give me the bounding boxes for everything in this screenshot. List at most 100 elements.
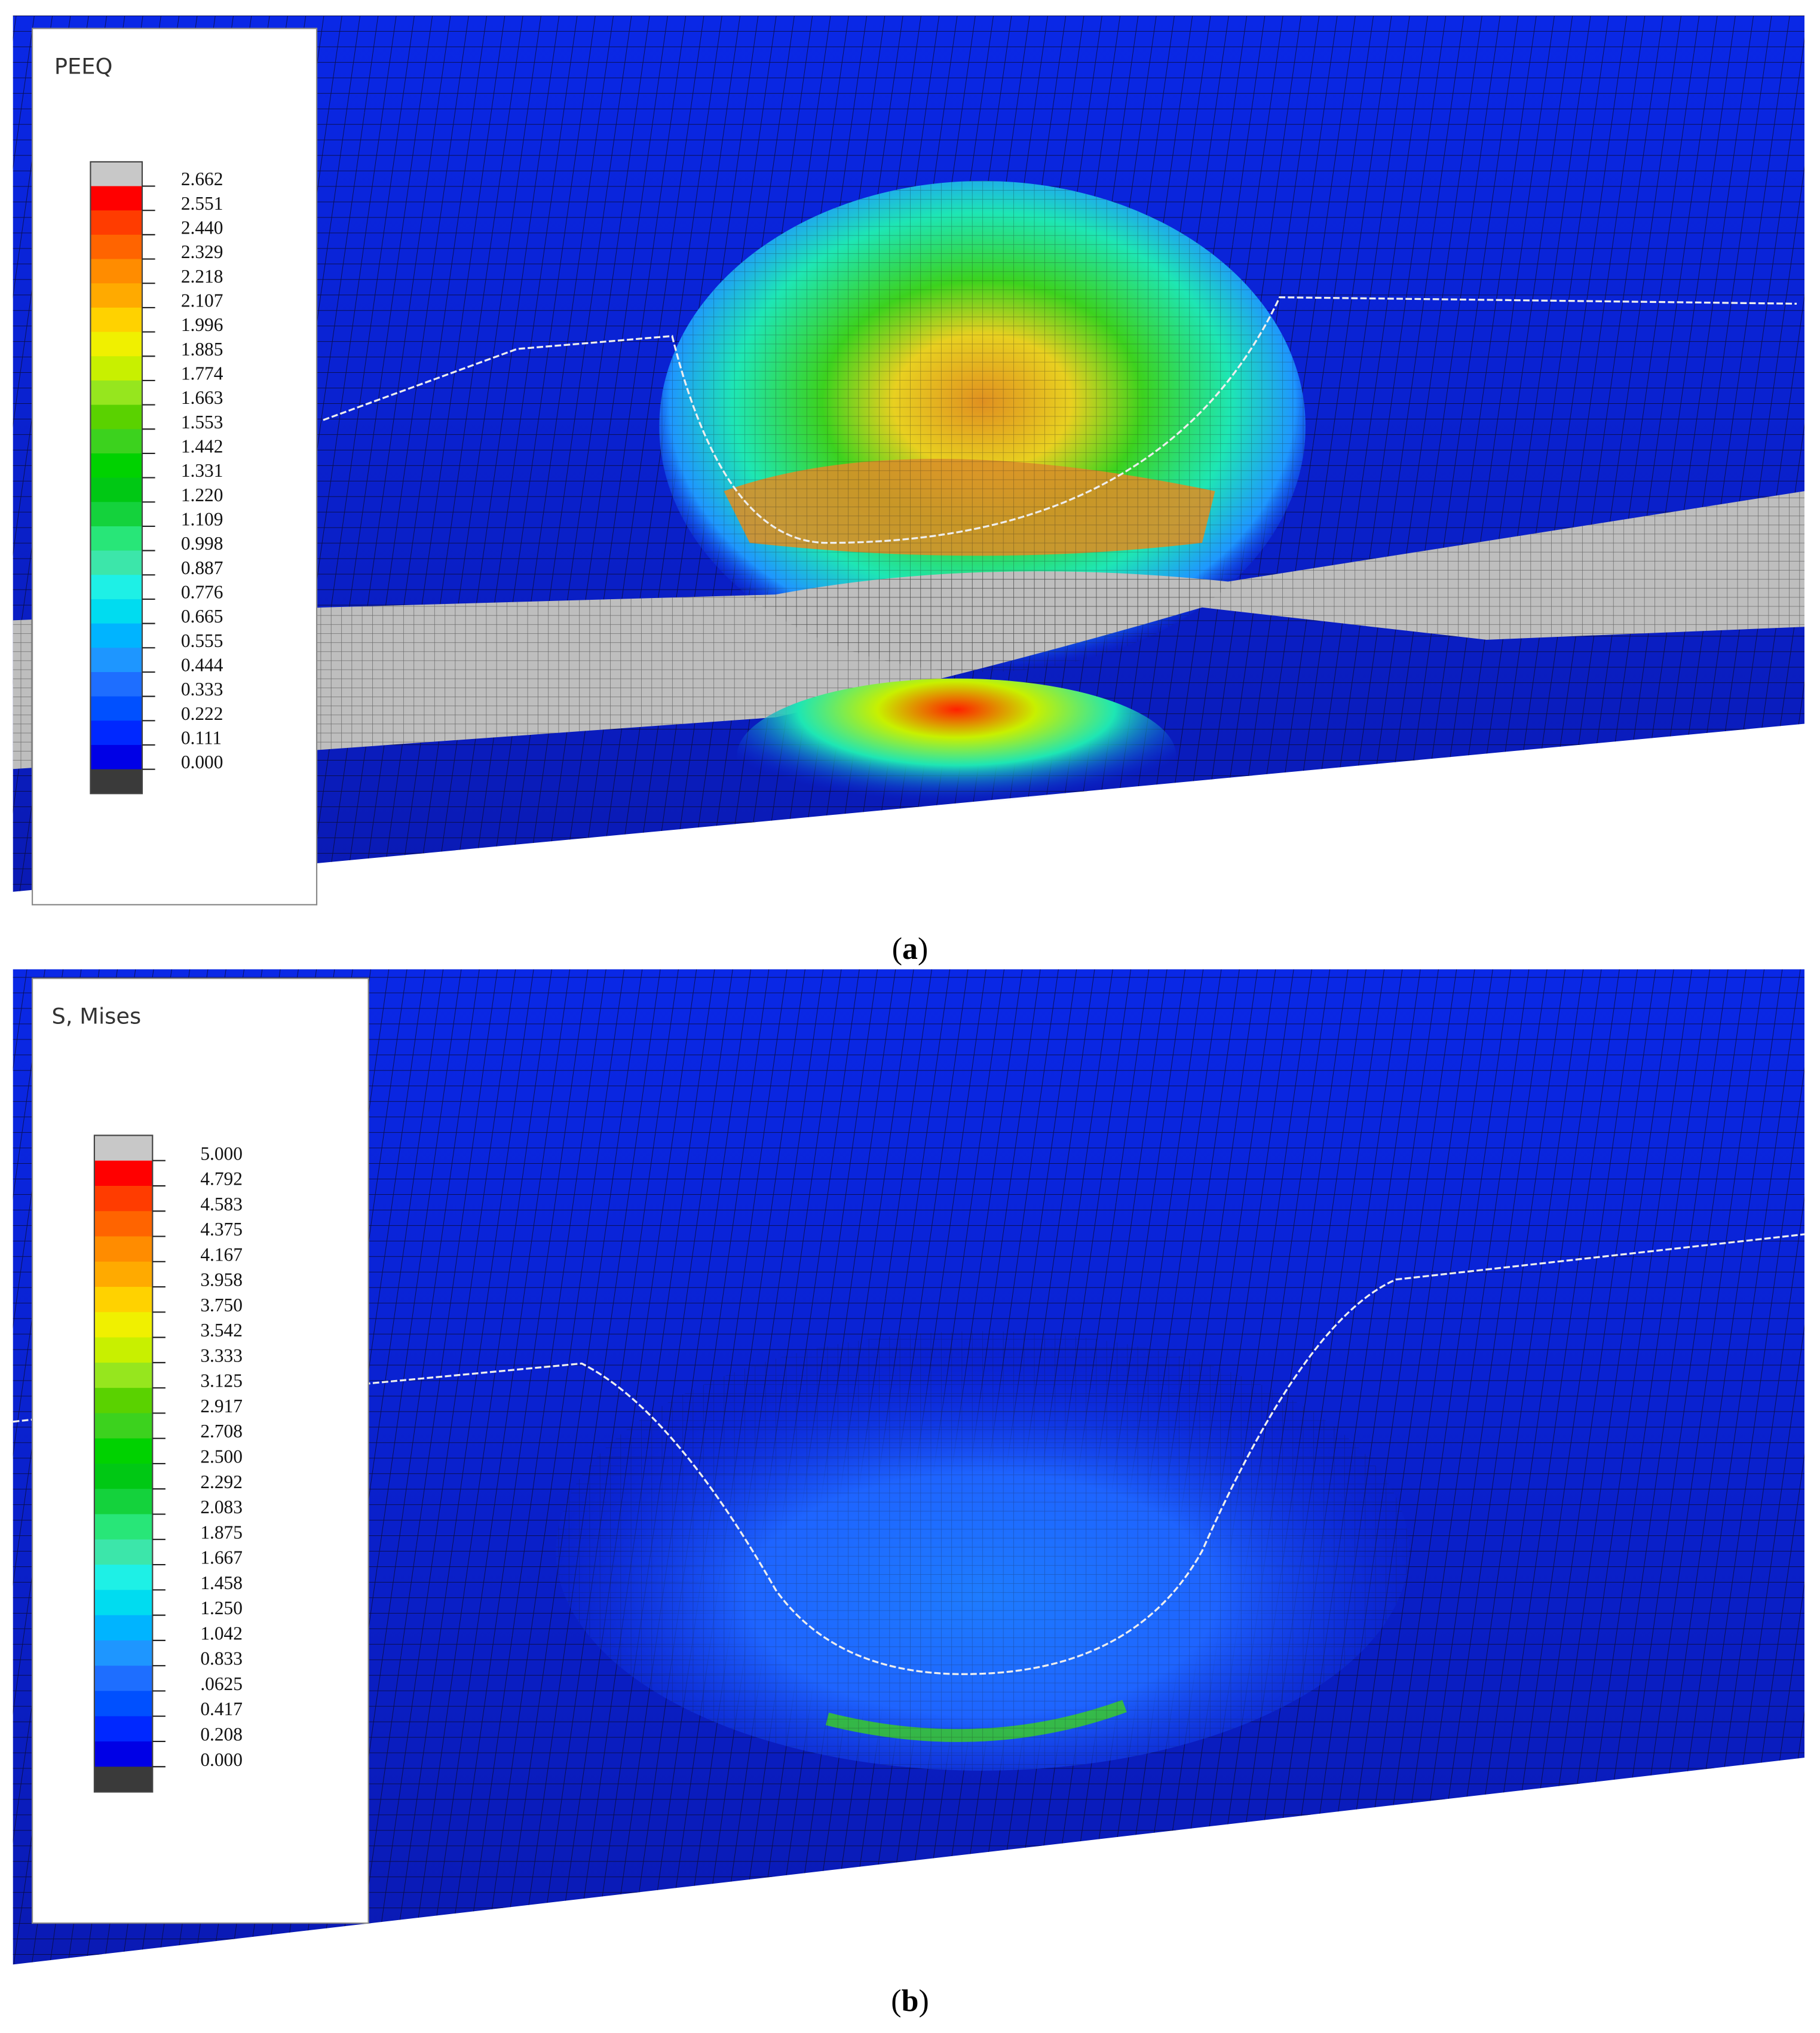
- legend-band: [90, 332, 142, 357]
- caption: (a): [892, 932, 929, 966]
- caption-part: a: [902, 932, 918, 966]
- legend-band: [90, 210, 142, 235]
- legend-band: [94, 1160, 153, 1186]
- legend-band: [94, 1236, 153, 1262]
- legend-band: [90, 550, 142, 575]
- legend-band: [90, 259, 142, 284]
- legend-band: [90, 623, 142, 648]
- legend-band: [90, 744, 142, 770]
- legend-band: [94, 1463, 153, 1489]
- legend-band: [90, 648, 142, 673]
- legend-band: [94, 1211, 153, 1237]
- legend-label: 2.551: [181, 193, 223, 214]
- legend-label: 1.774: [181, 363, 223, 384]
- legend-band: [90, 671, 142, 697]
- legend-band: [94, 1514, 153, 1540]
- legend-label: 2.440: [181, 217, 223, 238]
- legend-label: 1.885: [181, 339, 223, 360]
- caption-part: b: [902, 1984, 919, 2018]
- legend-label: 3.958: [200, 1270, 243, 1290]
- legend-title: S, Mises: [52, 1003, 142, 1029]
- legend-band: [94, 1362, 153, 1388]
- legend-band: [90, 186, 142, 211]
- caption-part: ): [918, 932, 928, 966]
- legend-label: 4.167: [200, 1244, 243, 1265]
- legend-label: 0.417: [200, 1698, 243, 1719]
- legend-label: 1.250: [200, 1597, 243, 1618]
- legend-label: 2.500: [200, 1446, 243, 1467]
- legend-band: [90, 161, 142, 186]
- legend-band: [94, 1767, 153, 1792]
- legend-label: 4.792: [200, 1169, 243, 1189]
- contour-plot-b: [13, 969, 1805, 1965]
- legend-band: [94, 1438, 153, 1464]
- legend-label: 1.667: [200, 1547, 243, 1568]
- legend-band: [94, 1489, 153, 1515]
- legend-label: 2.708: [200, 1421, 243, 1442]
- legend-band: [90, 769, 142, 794]
- legend-label: 2.917: [200, 1396, 243, 1416]
- legend-band: [94, 1615, 153, 1641]
- legend-label: 0.222: [181, 703, 223, 724]
- legend-band: [90, 720, 142, 746]
- legend-label: 2.329: [181, 241, 223, 262]
- legend-band: [90, 404, 142, 430]
- legend-box: [32, 27, 318, 906]
- legend-label: 2.218: [181, 266, 223, 287]
- caption-part: ): [918, 1984, 929, 2018]
- legend-band: [90, 477, 142, 502]
- legend-label: 3.750: [200, 1295, 243, 1316]
- legend-label: 1.458: [200, 1572, 243, 1593]
- caption-part: (: [892, 932, 902, 966]
- legend-band: [94, 1590, 153, 1616]
- legend-label: 2.107: [181, 290, 223, 311]
- legend-label: 3.542: [200, 1320, 243, 1341]
- legend-label: 0.111: [181, 728, 222, 749]
- contour-plot-a: [13, 15, 1805, 892]
- legend-band: [94, 1666, 153, 1692]
- legend-band: [94, 1312, 153, 1338]
- legend-band: [90, 599, 142, 624]
- legend-band: [90, 356, 142, 381]
- legend-label: 0.833: [200, 1648, 243, 1669]
- legend-band: [94, 1565, 153, 1590]
- legend-label: 1.442: [181, 436, 223, 456]
- legend-band: [94, 1716, 153, 1742]
- legend-title: PEEQ: [54, 53, 113, 79]
- legend-band: [94, 1185, 153, 1212]
- legend-band: [94, 1287, 153, 1313]
- legend-label: 3.333: [200, 1345, 243, 1366]
- legend-band: [90, 429, 142, 454]
- legend-label: 1.663: [181, 387, 223, 408]
- legend-label: 0.887: [181, 557, 223, 578]
- legend-band: [94, 1539, 153, 1565]
- legend-label: 1.875: [200, 1522, 243, 1543]
- legend-label: .0625: [200, 1673, 243, 1694]
- legend-label: 1.042: [200, 1623, 243, 1643]
- legend-band: [90, 234, 142, 260]
- legend-band: [94, 1691, 153, 1717]
- legend-band: [90, 526, 142, 551]
- legend-band: [90, 502, 142, 527]
- legend-band: [90, 307, 142, 333]
- legend-label: 1.331: [181, 460, 223, 481]
- legend-label: 5.000: [200, 1143, 243, 1164]
- legend-band: [94, 1337, 153, 1363]
- legend-band: [90, 575, 142, 600]
- legend-label: 3.125: [200, 1370, 243, 1391]
- legend-label: 0.208: [200, 1724, 243, 1745]
- legend-label: 0.998: [181, 533, 223, 554]
- legend-band: [90, 453, 142, 479]
- legend-band: [90, 696, 142, 721]
- legend-label: 0.776: [181, 582, 223, 603]
- legend-label: 1.996: [181, 314, 223, 335]
- legend-label: 1.220: [181, 485, 223, 505]
- legend-label: 0.333: [181, 679, 223, 700]
- legend-label: 2.292: [200, 1471, 243, 1492]
- legend-label: 1.553: [181, 412, 223, 433]
- legend-label: 4.375: [200, 1219, 243, 1240]
- legend-band: [90, 380, 142, 406]
- legend-band: [90, 283, 142, 308]
- caption: (b): [891, 1984, 929, 2018]
